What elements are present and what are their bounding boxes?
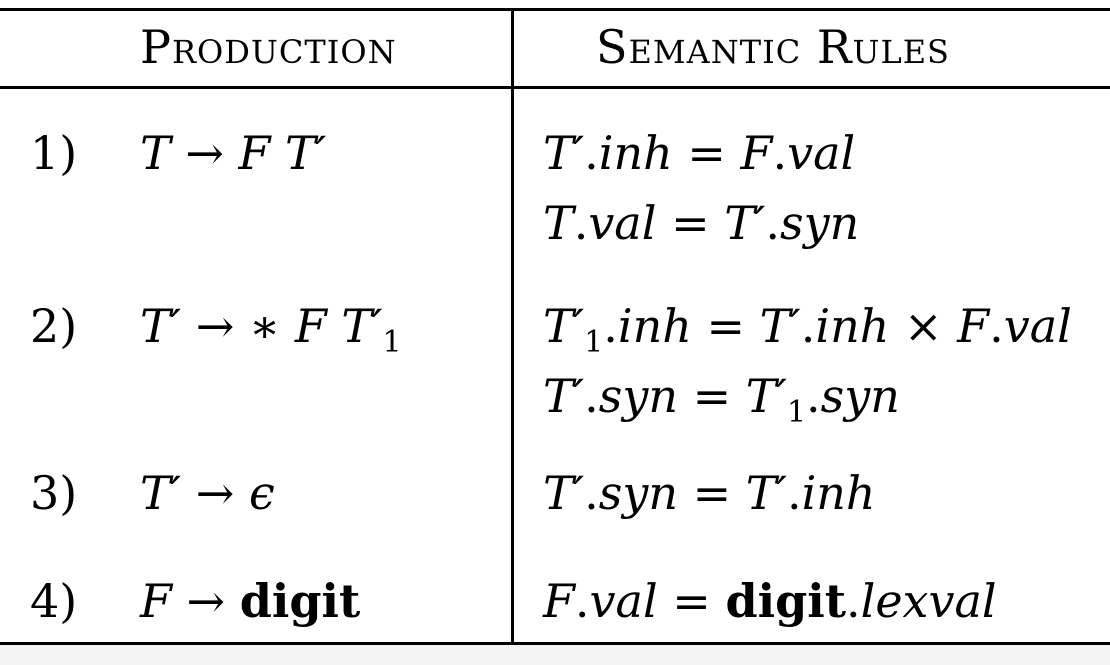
- column-divider: [511, 8, 514, 645]
- row-2-number: 2): [30, 299, 78, 353]
- row-3-rule-1: T′.syn = T′.inh: [543, 466, 876, 520]
- row-3-number: 3): [30, 466, 78, 520]
- row-4-production: F → digit: [140, 574, 361, 628]
- bottom-rule: [0, 642, 1110, 645]
- bottom-strip: [0, 645, 1110, 665]
- row-2-rule-2: T′.syn = T′1.syn: [543, 369, 900, 430]
- row-1-number: 1): [30, 126, 78, 180]
- header-rule: [0, 86, 1110, 89]
- row-2-rule-1: T′1.inh = T′.inh × F.val: [543, 299, 1072, 360]
- row-1-rule-2: T.val = T′.syn: [543, 196, 860, 250]
- row-3-production: T′ → ϵ: [140, 466, 275, 520]
- row-4-number: 4): [30, 574, 78, 628]
- row-2-production: T′ → ∗ F T′1: [140, 299, 402, 360]
- row-1-rule-1: T′.inh = F.val: [543, 126, 856, 180]
- production-header: Production: [140, 20, 397, 74]
- semantic-rules-header: Semantic Rules: [596, 20, 950, 74]
- row-4-rule-1: F.val = digit.lexval: [543, 574, 997, 628]
- top-rule: [0, 8, 1110, 11]
- row-1-production: T → F T′: [140, 126, 327, 180]
